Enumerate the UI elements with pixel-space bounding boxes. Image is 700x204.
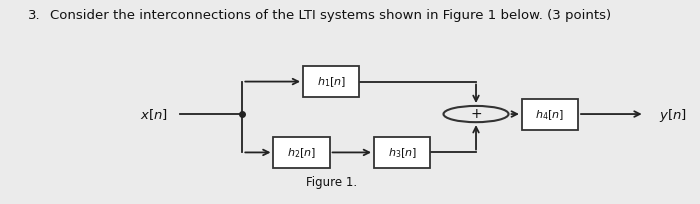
Text: $h_{1}[n]$: $h_{1}[n]$ [316, 75, 346, 89]
Text: Consider the interconnections of the LTI systems shown in Figure 1 below. (3 poi: Consider the interconnections of the LTI… [50, 9, 612, 22]
Bar [374, 137, 430, 168]
Text: $h_{3}[n]$: $h_{3}[n]$ [388, 146, 416, 160]
Text: $y[n]$: $y[n]$ [659, 106, 687, 123]
Text: $x[n]$: $x[n]$ [140, 107, 167, 122]
Text: $h_{4}[n]$: $h_{4}[n]$ [536, 108, 564, 121]
Bar [274, 137, 330, 168]
Text: 3.: 3. [28, 9, 41, 22]
Text: +: + [470, 106, 482, 120]
Text: $h_{2}[n]$: $h_{2}[n]$ [287, 146, 316, 160]
Bar [522, 99, 578, 130]
Bar [303, 67, 359, 98]
Text: Figure 1.: Figure 1. [305, 175, 357, 188]
